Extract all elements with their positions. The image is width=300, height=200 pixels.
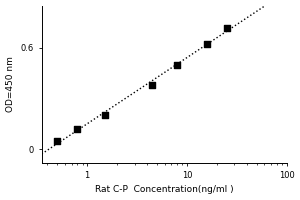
Point (55, 139, 59, 142)
Point (205, 43, 210, 46)
X-axis label: Rat C-P  Concentration(ng/ml ): Rat C-P Concentration(ng/ml ) (95, 185, 233, 194)
Point (75, 127, 80, 130)
Point (150, 83, 155, 86)
Y-axis label: OD=450 nm: OD=450 nm (6, 56, 15, 112)
Point (175, 63, 180, 66)
Point (224, 26, 229, 29)
Point (102, 114, 107, 117)
